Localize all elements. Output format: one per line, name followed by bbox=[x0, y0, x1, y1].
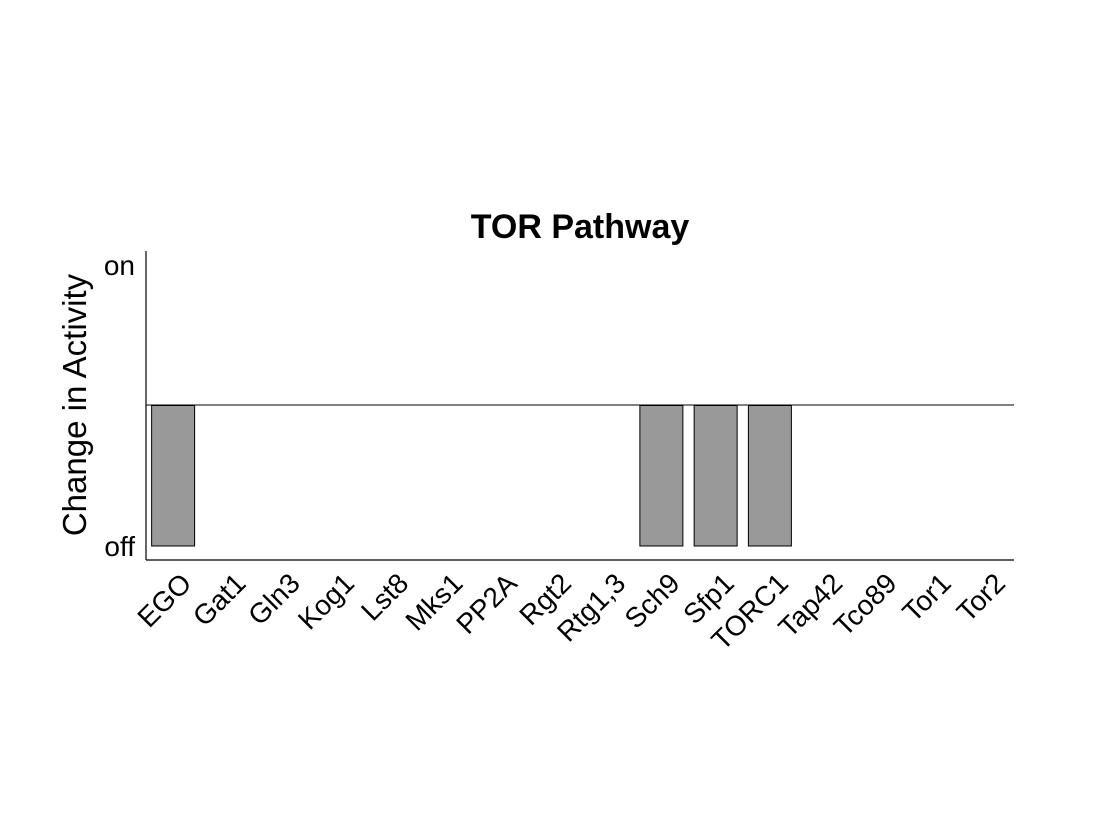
chart-title: TOR Pathway bbox=[471, 208, 690, 246]
y-tick-labels: off on bbox=[104, 250, 135, 562]
bar-sfp1 bbox=[693, 405, 738, 547]
y-axis-label: Change in Activity bbox=[56, 273, 93, 536]
x-tick-label-tco89: Tco89 bbox=[828, 567, 903, 642]
x-tick-label-gln3: Gln3 bbox=[242, 567, 306, 631]
y-tick-label-off: off bbox=[104, 531, 135, 562]
bar-ego bbox=[151, 405, 196, 547]
x-tick-label-tap42: Tap42 bbox=[773, 567, 849, 643]
x-tick-label-tor1: Tor1 bbox=[896, 567, 956, 627]
x-tick-label-gat1: Gat1 bbox=[187, 567, 252, 632]
x-tick-labels: EGOGat1Gln3Kog1Lst8Mks1PP2ARgt2Rtg1,3Sch… bbox=[131, 567, 1011, 656]
x-tick-label-pp2a: PP2A bbox=[450, 567, 523, 640]
bar-torc1 bbox=[747, 405, 792, 547]
y-tick-label-on: on bbox=[104, 250, 135, 281]
x-tick-label-tor2: Tor2 bbox=[951, 567, 1011, 627]
x-tick-label-sch9: Sch9 bbox=[619, 567, 686, 634]
bar-sch9 bbox=[639, 405, 684, 547]
x-tick-label-kog1: Kog1 bbox=[292, 567, 360, 635]
x-tick-label-ego: EGO bbox=[131, 567, 197, 633]
bars bbox=[151, 405, 792, 547]
